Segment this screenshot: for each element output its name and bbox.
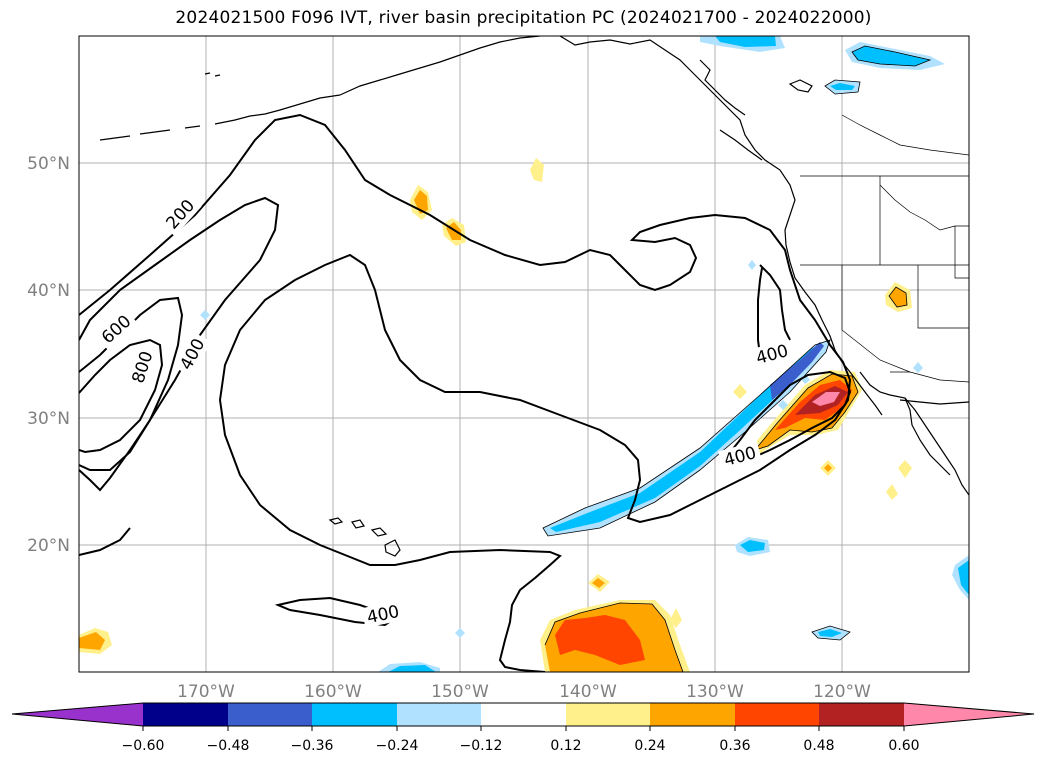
contour-800 (79, 338, 164, 454)
lat-label: 40°N (27, 281, 70, 301)
positive-pc-patch (886, 484, 898, 500)
colorbar-bin (312, 703, 397, 726)
negative-pc-patch-inner (388, 665, 436, 672)
negative-pc-patch (800, 374, 810, 384)
positive-pc-patch (733, 384, 747, 399)
colorbar-extend-high (904, 703, 1034, 726)
positive-pc-patch-inner (592, 578, 605, 588)
hawaii (328, 517, 401, 557)
negative-pc-patch (455, 628, 465, 638)
colorbar: −0.60 −0.48 −0.36 −0.24 −0.12 0.12 0.24 … (11, 702, 1035, 754)
colorbar-tick-label: −0.12 (460, 738, 503, 754)
negative-pc-band-strong (770, 342, 824, 400)
colorbar-bin (143, 703, 228, 726)
negative-pc-patch (748, 260, 756, 270)
colorbar-tick-label: −0.60 (122, 738, 165, 754)
negative-pc-patch (200, 310, 210, 320)
lon-label: 140°W (559, 682, 617, 702)
map-frame (78, 35, 970, 673)
colorbar-extend-low (12, 703, 143, 726)
borders (800, 114, 969, 383)
negative-pc-patch-inner (830, 83, 855, 90)
longitude-labels: 170°W 160°W 150°W 140°W 130°W 120°W (177, 682, 871, 702)
negative-pc-patch-inner (852, 46, 930, 66)
colorbar-bin (397, 703, 481, 726)
colorbar-tick-label: 0.48 (803, 738, 834, 754)
colorbar-tick-label: 0.12 (550, 738, 581, 754)
lon-label: 160°W (304, 682, 362, 702)
lon-label: 170°W (177, 682, 235, 702)
negative-pc-patch-inner (740, 540, 765, 552)
coastlines (99, 36, 969, 557)
lat-label: 30°N (27, 409, 70, 429)
colorbar-bin (228, 703, 312, 726)
alaska-coast (339, 36, 541, 96)
positive-pc-patch (898, 460, 912, 478)
lon-label: 150°W (431, 682, 489, 702)
colorbar-tick-label: −0.48 (207, 738, 250, 754)
latitude-labels: 50°N 40°N 30°N 20°N (27, 154, 70, 556)
positive-pc-center-pink (812, 392, 840, 406)
negative-pc-patch-inner (818, 629, 842, 637)
colorbar-tick-label: 0.36 (719, 738, 750, 754)
colorbar-bin (481, 703, 566, 726)
contour-400-left (79, 196, 280, 492)
positive-pc-south-red (555, 615, 645, 665)
positive-pc-patch (670, 608, 682, 628)
negative-pc-patch-inner (715, 36, 776, 47)
map-title: 2024021500 F096 IVT, river basin precipi… (175, 8, 872, 28)
positive-pc-patch-inner (824, 464, 832, 472)
colorbar-tick-label: −0.24 (376, 738, 419, 754)
colorbar-tick-label: 0.60 (888, 738, 919, 754)
precip-shading (79, 36, 969, 672)
lon-label: 130°W (686, 682, 744, 702)
contour-200 (79, 113, 852, 672)
colorbar-bin (735, 703, 819, 726)
positive-pc-patch-inner (79, 632, 105, 650)
shading-outlines (542, 45, 932, 672)
ivt-contours (79, 113, 852, 672)
map-area (79, 36, 969, 672)
colorbar-bin (566, 703, 650, 726)
negative-pc-patch-inner (958, 560, 969, 595)
colorbar-tick-label: −0.36 (291, 738, 334, 754)
colorbar-bin (650, 703, 735, 726)
aleutian-islands (99, 94, 341, 141)
negative-pc-patch (913, 362, 923, 373)
lon-label: 120°W (813, 682, 871, 702)
negative-pc-patch (778, 400, 788, 410)
lat-label: 50°N (27, 154, 70, 174)
colorbar-bin (819, 703, 904, 726)
contour-400-coast (726, 370, 852, 464)
baja-california (859, 371, 969, 496)
colorbar-tick-label: 0.24 (634, 738, 665, 754)
positive-pc-patch (530, 158, 544, 182)
lat-label: 20°N (27, 536, 70, 556)
